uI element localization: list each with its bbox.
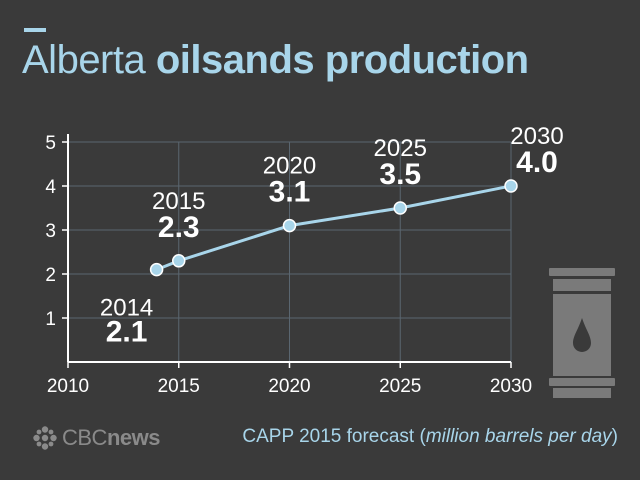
logo-cbc: CBC: [62, 425, 107, 450]
title-part-light: Alberta: [22, 38, 146, 82]
data-point-2025: [393, 201, 407, 215]
point-value-label-2025: 3.5: [379, 158, 421, 191]
point-value-label-2014: 2.1: [106, 316, 148, 349]
point-year-label-2014: 2014: [100, 295, 153, 322]
point-year-label-2020: 2020: [263, 153, 316, 180]
cbc-news-logo: CBCnews: [32, 424, 160, 452]
x-tick-label-2025: 2025: [379, 376, 421, 397]
title-accent-bar: [24, 28, 46, 32]
source-suffix: ): [611, 426, 618, 447]
point-year-label-2025: 2025: [374, 135, 427, 162]
x-tick-label-2020: 2020: [268, 376, 310, 397]
oil-barrel-icon: [549, 268, 615, 398]
data-point-2015: [172, 254, 186, 268]
logo-text: CBCnews: [62, 425, 160, 451]
data-point-2014: [149, 262, 164, 277]
series-line: [156, 184, 512, 271]
logo-news: news: [106, 425, 161, 450]
y-tick-label-1: 1: [45, 309, 56, 330]
y-tick-label-5: 5: [45, 133, 56, 154]
source-note: CAPP 2015 forecast (million barrels per …: [242, 426, 618, 448]
point-year-label-2030: 2030: [510, 123, 563, 150]
y-tick-label-3: 3: [45, 221, 56, 242]
x-tick-label-2015: 2015: [158, 376, 200, 397]
y-tick-label-4: 4: [45, 177, 56, 198]
y-tick-label-2: 2: [45, 265, 56, 286]
point-value-label-2020: 3.1: [269, 176, 311, 209]
point-year-label-2015: 2015: [152, 188, 205, 215]
x-tick-label-2010: 2010: [47, 376, 89, 397]
data-point-2030: [504, 179, 518, 193]
x-tick-label-2030: 2030: [490, 376, 532, 397]
title-part-bold: oilsands production: [155, 38, 529, 82]
source-units: million barrels per day: [425, 426, 612, 447]
page-title: Alberta oilsands production: [22, 36, 529, 84]
point-value-label-2030: 4.0: [516, 146, 558, 179]
point-value-label-2015: 2.3: [158, 211, 200, 244]
cbc-gem-icon: [33, 426, 57, 450]
source-prefix: CAPP 2015 forecast (: [242, 426, 426, 447]
data-point-2020: [282, 218, 297, 233]
